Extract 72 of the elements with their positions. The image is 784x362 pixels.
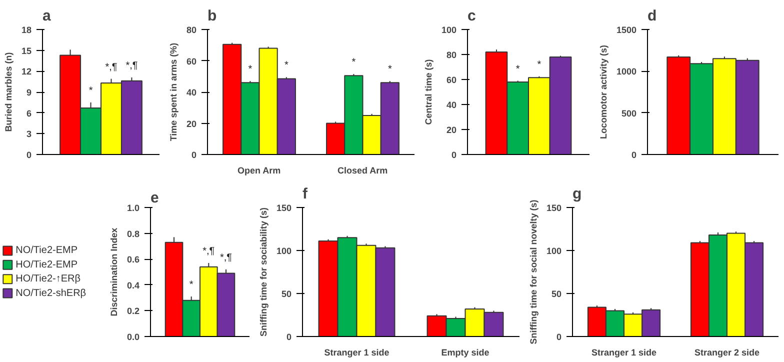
y-tick-label: 18 [21, 25, 32, 35]
y-tick-label: 100 [276, 246, 292, 256]
y-tick-label: 12 [21, 66, 32, 77]
data-label: * [537, 59, 542, 70]
chart-title: b [208, 8, 217, 24]
data-label: * [248, 64, 252, 76]
y-tick-label: 0 [286, 332, 292, 342]
legend-label: HO/Tie2-EMP [16, 259, 78, 270]
x-tick-label: Empty side [441, 348, 490, 358]
y-tick-label: 6 [26, 108, 32, 118]
data-label: *,¶ [126, 60, 138, 72]
y-tick-label: 40 [186, 88, 197, 98]
y-tick-label: 80 [446, 50, 457, 60]
chart-title: e [150, 190, 159, 206]
y-tick-label: 80 [186, 25, 197, 35]
legend-label: NO/Tie2-shERβ [16, 288, 86, 299]
data-label: *,¶ [202, 246, 215, 257]
y-tick-label: 0 [191, 150, 197, 160]
x-tick-label: Open Arm [237, 166, 281, 176]
y-tick-label: 60 [186, 56, 197, 66]
chart-title: f [302, 186, 308, 202]
y-tick-label: 1500 [616, 25, 637, 35]
x-tick-label: Closed Arm [337, 166, 388, 176]
y-axis-title: Locomotor activity (s) [598, 44, 608, 140]
data-label: * [189, 280, 194, 291]
y-tick-label: 100 [546, 246, 562, 256]
y-tick-label: 3 [26, 129, 32, 140]
y-tick-label: 1000 [616, 66, 637, 77]
y-tick-label: 150 [276, 203, 292, 213]
data-label: * [352, 57, 356, 68]
y-axis-title: Sniffing time for sociability (s) [258, 207, 268, 337]
y-axis-title: Discrimination Index [108, 228, 119, 316]
legend-label: HO/Tie2-↑ERβ [16, 274, 81, 285]
data-label: * [88, 85, 93, 96]
y-axis-title: Buried marbles (n) [3, 52, 14, 132]
chart-title: d [648, 8, 657, 24]
y-tick-label: 50 [551, 289, 562, 299]
y-tick-label: 500 [621, 108, 637, 118]
y-tick-label: 15 [21, 46, 32, 56]
y-tick-label: 9 [26, 88, 32, 98]
y-axis-title: Central time (s) [423, 59, 434, 125]
y-tick-label: 0.4 [126, 280, 140, 290]
legend-label: NO/Tie2-EMP [16, 245, 78, 256]
y-axis-title: Sniffing time for social novelty (s) [528, 200, 538, 344]
y-tick-label: 1.0 [126, 203, 140, 213]
y-tick-label: 150 [546, 203, 562, 213]
data-label: *,¶ [220, 252, 232, 264]
x-tick-label: Stranger 1 side [324, 348, 390, 358]
data-label: * [516, 64, 520, 75]
y-tick-label: 0.6 [126, 254, 140, 265]
y-tick-label: 40 [446, 100, 457, 110]
y-tick-label: 20 [186, 118, 197, 129]
y-tick-label: 0.2 [126, 306, 140, 316]
y-tick-label: 0 [556, 332, 562, 342]
chart-title: a [42, 8, 52, 24]
y-tick-label: 0.0 [126, 332, 140, 342]
y-tick-label: 0 [631, 150, 637, 160]
y-axis-title: Time spent in arms (%) [168, 42, 178, 142]
data-label: *,¶ [105, 62, 118, 73]
y-tick-label: 20 [446, 125, 457, 135]
chart-title: g [572, 186, 582, 202]
data-label: * [388, 64, 392, 76]
chart-title: c [468, 8, 476, 24]
y-tick-label: 60 [446, 75, 457, 85]
x-tick-label: Stranger 2 side [694, 348, 760, 358]
data-label: * [284, 60, 288, 72]
y-tick-label: 100 [441, 25, 457, 35]
y-tick-label: 0 [451, 150, 457, 160]
y-tick-label: 0.8 [126, 228, 140, 239]
y-tick-label: 0 [26, 150, 32, 160]
x-tick-label: Stranger 1 side [591, 348, 657, 358]
y-tick-label: 50 [281, 289, 292, 299]
